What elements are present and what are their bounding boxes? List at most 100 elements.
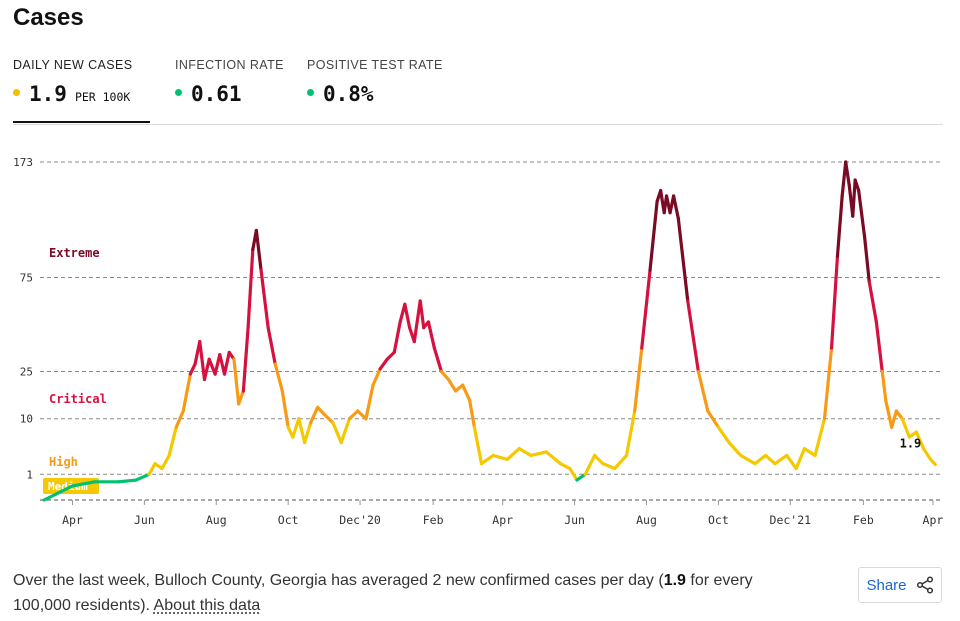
summary-text-start: Over the last week, Bulloch County, Geor… xyxy=(13,572,664,589)
series-segment xyxy=(822,346,834,421)
series-segment xyxy=(835,194,844,258)
risk-level-label: High xyxy=(49,455,78,469)
series-segment xyxy=(583,453,597,476)
series-segment xyxy=(884,398,894,429)
share-button[interactable]: Share xyxy=(858,567,942,603)
series-segment xyxy=(696,369,710,413)
y-tick-label: 1 xyxy=(26,468,33,481)
series-segment xyxy=(432,346,444,374)
series-segment xyxy=(378,357,389,371)
series-segment xyxy=(914,430,926,451)
series-segment xyxy=(928,457,937,467)
series-segment xyxy=(491,453,510,461)
x-tick-label: Oct xyxy=(278,513,299,527)
series-segment xyxy=(785,453,798,471)
series-segment xyxy=(813,417,827,458)
tab-value: 1.9 xyxy=(29,82,67,106)
series-segment xyxy=(403,302,412,330)
series-segment xyxy=(188,362,197,376)
series-segment xyxy=(42,484,75,502)
x-tick-label: Dec'21 xyxy=(770,513,812,527)
x-tick-label: Aug xyxy=(206,513,227,527)
series-segment xyxy=(174,409,185,429)
series-segment xyxy=(116,478,138,484)
status-dot xyxy=(13,89,20,96)
series-segment xyxy=(412,299,422,344)
series-segment xyxy=(479,453,495,466)
series-segment xyxy=(291,417,301,439)
series-segment xyxy=(706,409,721,429)
summary-text-end: for every 100,000 residents). xyxy=(13,572,753,614)
series-segment xyxy=(624,409,637,458)
series-segment xyxy=(753,453,768,466)
x-tick-label: Apr xyxy=(492,513,513,527)
series-segment xyxy=(280,389,290,429)
series-segment xyxy=(686,299,700,374)
series-segment xyxy=(613,453,629,471)
x-tick-label: Apr xyxy=(62,513,83,527)
tab-positive-test-rate[interactable]: POSITIVE TEST RATE 0.8% xyxy=(307,58,447,123)
series-segment xyxy=(851,178,857,218)
share-label: Share xyxy=(866,576,907,594)
series-segment xyxy=(921,447,933,461)
metric-tabs: DAILY NEW CASES 1.9 PER 100K INFECTION R… xyxy=(13,58,943,125)
summary-value: 1.9 xyxy=(663,572,686,589)
series-segment xyxy=(716,425,731,445)
series-segment xyxy=(468,398,477,429)
x-tick-label: Jun xyxy=(564,513,585,527)
series-segment xyxy=(874,320,884,374)
series-segment xyxy=(461,383,472,403)
daily-cases-chart: 1737525101ExtremeCriticalHighMediumAprJu… xyxy=(13,156,943,527)
series-segment xyxy=(601,462,617,471)
series-segment xyxy=(392,320,402,354)
x-tick-label: Jun xyxy=(134,513,155,527)
series-segment xyxy=(593,453,605,466)
tab-value: 0.61 xyxy=(191,82,242,106)
series-segment xyxy=(385,350,396,361)
series-segment xyxy=(446,377,458,393)
x-tick-label: Aug xyxy=(636,513,657,527)
series-segment xyxy=(853,178,861,193)
series-segment xyxy=(867,280,878,324)
series-segment xyxy=(568,466,579,482)
tab-daily-new-cases[interactable]: DAILY NEW CASES 1.9 PER 100K xyxy=(13,58,150,123)
tab-value: 0.8% xyxy=(323,82,374,106)
series-segment xyxy=(246,247,255,330)
series-segment xyxy=(844,160,851,187)
series-segment xyxy=(254,228,263,272)
series-segment xyxy=(167,425,178,458)
risk-level-label: Extreme xyxy=(49,246,100,260)
x-tick-label: Feb xyxy=(423,513,444,527)
series-segment xyxy=(794,447,807,471)
series-segment xyxy=(739,453,757,466)
tab-infection-rate[interactable]: INFECTION RATE 0.61 xyxy=(175,58,290,123)
series-segment xyxy=(364,383,375,421)
risk-level-label: Critical xyxy=(49,392,107,406)
page-title: Cases xyxy=(13,4,84,31)
series-segment xyxy=(418,299,426,330)
series-segment xyxy=(544,450,563,466)
series-segment xyxy=(676,216,690,303)
x-tick-label: Feb xyxy=(853,513,874,527)
series-segment xyxy=(222,350,231,376)
series-segment xyxy=(426,320,436,350)
series-segment xyxy=(371,367,382,387)
series-segment xyxy=(763,453,777,466)
series-segment xyxy=(773,453,789,466)
tab-label: POSITIVE TEST RATE xyxy=(307,58,443,72)
series-segment xyxy=(232,357,241,406)
series-segment xyxy=(472,425,484,466)
series-segment xyxy=(181,372,192,413)
series-segment xyxy=(339,417,352,445)
y-tick-label: 173 xyxy=(13,156,33,169)
series-segment xyxy=(273,362,284,393)
series-segment xyxy=(727,440,743,458)
series-segment xyxy=(900,417,911,439)
tab-label: INFECTION RATE xyxy=(175,58,284,72)
series-segment xyxy=(640,268,652,350)
series-segment xyxy=(308,405,320,425)
series-segment xyxy=(894,409,904,421)
about-data-link[interactable]: About this data xyxy=(153,597,261,614)
series-segment xyxy=(147,462,157,476)
series-segment xyxy=(303,421,313,445)
